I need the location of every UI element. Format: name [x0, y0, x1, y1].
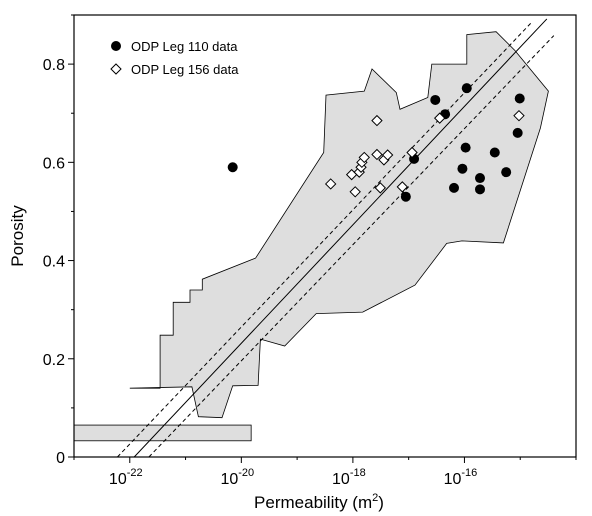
shaded-region: [129, 31, 549, 419]
leg110-point-5: [461, 83, 472, 94]
leg110-point-14: [514, 93, 525, 104]
solid-regression-line: [133, 18, 548, 458]
legend: ODP Leg 110 data ODP Leg 156 data: [110, 39, 239, 77]
y-tick-label: 0.2: [43, 352, 65, 369]
x-tick-label: 10-22: [109, 467, 143, 488]
x-tick-label: 10-18: [332, 467, 366, 488]
x-tick-label: 10-16: [444, 467, 478, 488]
leg156-point-6: [358, 151, 370, 164]
leg156-point-2: [349, 186, 361, 198]
legend-leg156-marker: [110, 63, 122, 75]
x-axis-title-base: Permeability (m: [254, 493, 372, 512]
leg110-point-11: [489, 147, 500, 158]
y-tick-label: 0.4: [43, 254, 65, 271]
leg110-point-6: [449, 182, 460, 193]
dashed-line-2: [148, 35, 555, 458]
leg110-point-1: [400, 191, 411, 202]
legend-label: ODP Leg 156 data: [131, 62, 239, 77]
y-tick-label: 0.8: [43, 57, 65, 74]
leg156-point-9: [374, 182, 387, 194]
leg156-point-11: [381, 149, 394, 161]
x-tick-label-base: 10: [332, 471, 350, 488]
y-tick-label: 0: [56, 450, 65, 467]
x-tick-label-base: 10: [444, 471, 462, 488]
leg110-point-12: [501, 167, 512, 178]
leg156-point-0: [324, 178, 337, 190]
leg156-point-15: [513, 109, 525, 122]
leg110-point-10: [474, 184, 485, 195]
leg156-point-8: [371, 148, 383, 161]
plot-frame: [73, 14, 577, 458]
x-axis-title-sup: 2: [372, 492, 378, 504]
data-points: [227, 83, 525, 202]
dashed-line-1: [117, 22, 532, 458]
leg110-point-3: [430, 94, 441, 105]
leg110-point-9: [474, 173, 485, 184]
leg110-point-7: [457, 163, 468, 174]
x-tick-label-exponent: -16: [461, 467, 477, 479]
legend-label: ODP Leg 110 data: [131, 39, 238, 54]
leg110-point-0: [227, 162, 238, 173]
x-tick-label-exponent: -22: [127, 467, 143, 479]
leg156-point-7: [371, 114, 383, 127]
x-axis-title: Permeability (m2): [254, 492, 384, 512]
leg110-point-8: [460, 142, 471, 153]
axes: 00.20.40.60.810-22 10-20 10-18 10-16: [43, 14, 577, 488]
legend-leg110-marker: [111, 41, 121, 51]
y-axis-title: Porosity: [8, 205, 27, 267]
x-tick-label-exponent: -18: [350, 467, 366, 479]
x-tick-label-base: 10: [220, 471, 238, 488]
trend-lines: [117, 18, 555, 458]
y-tick-label: 0.6: [43, 155, 65, 172]
x-tick-label-base: 10: [109, 471, 127, 488]
x-axis-title-tail: ): [378, 493, 384, 512]
leg156-point-13: [406, 146, 418, 159]
x-tick-label: 10-20: [220, 467, 254, 488]
leg110-point-13: [512, 127, 523, 138]
leg156-point-14: [433, 112, 446, 124]
leg156-point-12: [396, 181, 409, 193]
x-tick-label-exponent: -20: [238, 467, 254, 479]
